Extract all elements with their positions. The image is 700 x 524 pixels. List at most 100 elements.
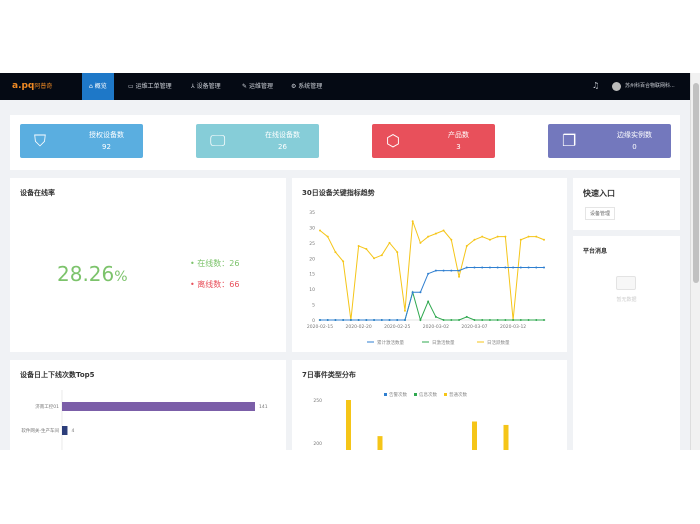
stat-edge-instances[interactable]: ❐ 边缘实例数 0 [548,124,671,158]
x-tick-label: 2020-03-02 [423,324,449,330]
y-tick-label: 20 [309,256,315,262]
stat-value: 26 [278,143,287,151]
data-point [496,319,499,321]
data-point [403,309,406,312]
data-point [450,269,453,272]
gear-icon: ⚙ [291,83,299,90]
nav-system[interactable]: ⚙ 系统管理 [291,83,323,90]
x-tick-label: 2020-03-07 [461,324,487,330]
bar [62,426,68,435]
avatar[interactable] [612,82,621,91]
data-point [458,319,461,321]
legend-marker [414,393,417,396]
trend-panel: 30日设备关键指标趋势 0 5 10 15 20 25 30 35 2020-02-15 2020… [292,178,567,352]
stat-label: 授权设备数 [89,131,124,139]
panel-title: 30日设备关键指标趋势 [302,189,375,197]
stat-online-devices[interactable]: 🖵 在线设备数 26 [196,124,319,158]
data-point [334,251,337,254]
data-point [496,235,499,238]
data-point [388,241,391,244]
y-tick-label: 30 [309,225,315,231]
data-point [504,266,507,269]
data-point [535,266,538,269]
nav-overview[interactable]: ⌂ 概览 [82,73,114,100]
data-point [419,291,422,294]
user-name[interactable]: 苏州科百合物联网科... [625,83,675,89]
trend-chart: 0 5 10 15 20 25 30 35 2020-02-15 2020-02-20 2020-0… [307,210,546,346]
app: a.pq阿普奇 ⌂ 概览 ▭ 运维工单管理 ⅄ 设备管理 ✎ 运维管理 ⚙ 系统… [0,73,700,450]
legend-marker [444,393,447,396]
scrollbar-thumb[interactable] [693,83,699,283]
data-point [473,238,476,241]
nav-devices[interactable]: ⅄ 设备管理 [191,83,221,90]
panel-title: 设备日上下线次数Top5 [20,371,95,379]
empty-inbox-icon [616,276,636,290]
y-tick-label: 0 [312,318,315,324]
online-count: • 在线数：26 [190,259,240,268]
bar [503,424,509,450]
ticket-icon: ▭ [128,83,136,90]
stat-label: 在线设备数 [265,131,300,139]
legend-label: 日活跃数量 [487,339,510,346]
data-point [326,319,329,321]
device-management-button[interactable]: 设备管理 [585,207,616,220]
panel-title: 快速入口 [583,189,615,198]
panel-title: 平台消息 [583,248,608,255]
data-point [473,319,476,321]
scrollbar[interactable] [690,73,700,450]
bell-icon[interactable]: ♫ [592,81,600,90]
data-point [342,260,345,263]
data-point [465,315,468,318]
x-tick-label: 2020-02-25 [384,324,410,330]
stat-label: 边缘实例数 [617,131,652,139]
data-point [357,244,360,247]
data-point [388,319,391,321]
data-point [442,269,445,272]
data-point [396,319,399,321]
nav-tickets[interactable]: ▭ 运维工单管理 [128,83,172,90]
data-point [373,319,376,321]
category-label: 济南工控01 [35,403,59,410]
logo[interactable]: a.pq阿普奇 [12,81,53,91]
y-tick-label: 25 [309,241,315,247]
data-point [411,291,414,294]
y-tick-label: 5 [312,303,315,309]
data-point [519,266,522,269]
data-point [535,235,538,238]
top-nav: a.pq阿普奇 ⌂ 概览 ▭ 运维工单管理 ⅄ 设备管理 ✎ 运维管理 ⚙ 系统… [0,73,690,100]
shield-check-icon: ⛉ [34,131,47,150]
data-point [504,235,507,238]
data-point [319,229,321,232]
offline-count: • 离线数：66 [190,280,240,289]
stat-value: 3 [456,143,461,151]
empty-text: 暂无数据 [616,297,637,303]
data-point [543,319,545,321]
monitor-check-icon: 🖵 [210,131,226,150]
data-point [357,319,360,321]
y-tick-label: 35 [309,210,315,216]
data-point [527,266,530,269]
series-line [319,221,545,321]
y-tick-label: 15 [309,272,315,278]
legend-label: 日激活数量 [432,339,455,346]
stat-authorized-devices[interactable]: ⛉ 授权设备数 92 [20,124,143,158]
stat-products[interactable]: ⬡ 产品数 3 [372,124,495,158]
nav-ops[interactable]: ✎ 运维管理 [242,83,273,90]
stats-panel: ⛉ 授权设备数 92 🖵 在线设备数 26 ⬡ 产品数 3 ❐ 边缘实例数 0 [10,115,680,170]
stat-label: 产品数 [448,131,469,139]
x-tick-label: 2020-02-15 [307,324,333,330]
top5-chart: 济南工控01 141 软件网关-生产车间 4 [21,390,268,450]
bar [346,400,351,450]
data-point [442,319,445,321]
data-point [519,319,522,321]
bar [377,436,383,450]
legend-label: 普通次数 [449,391,467,398]
event-chart: 150200250告警次数信息次数普通次数 [313,391,509,450]
data-point [419,319,422,321]
x-tick-label: 2020-02-20 [346,324,372,330]
y-tick-label: 10 [309,287,315,293]
legend-label: 告警次数 [389,391,407,398]
value-label: 141 [259,404,268,410]
data-point [380,254,383,257]
data-point [427,300,430,303]
